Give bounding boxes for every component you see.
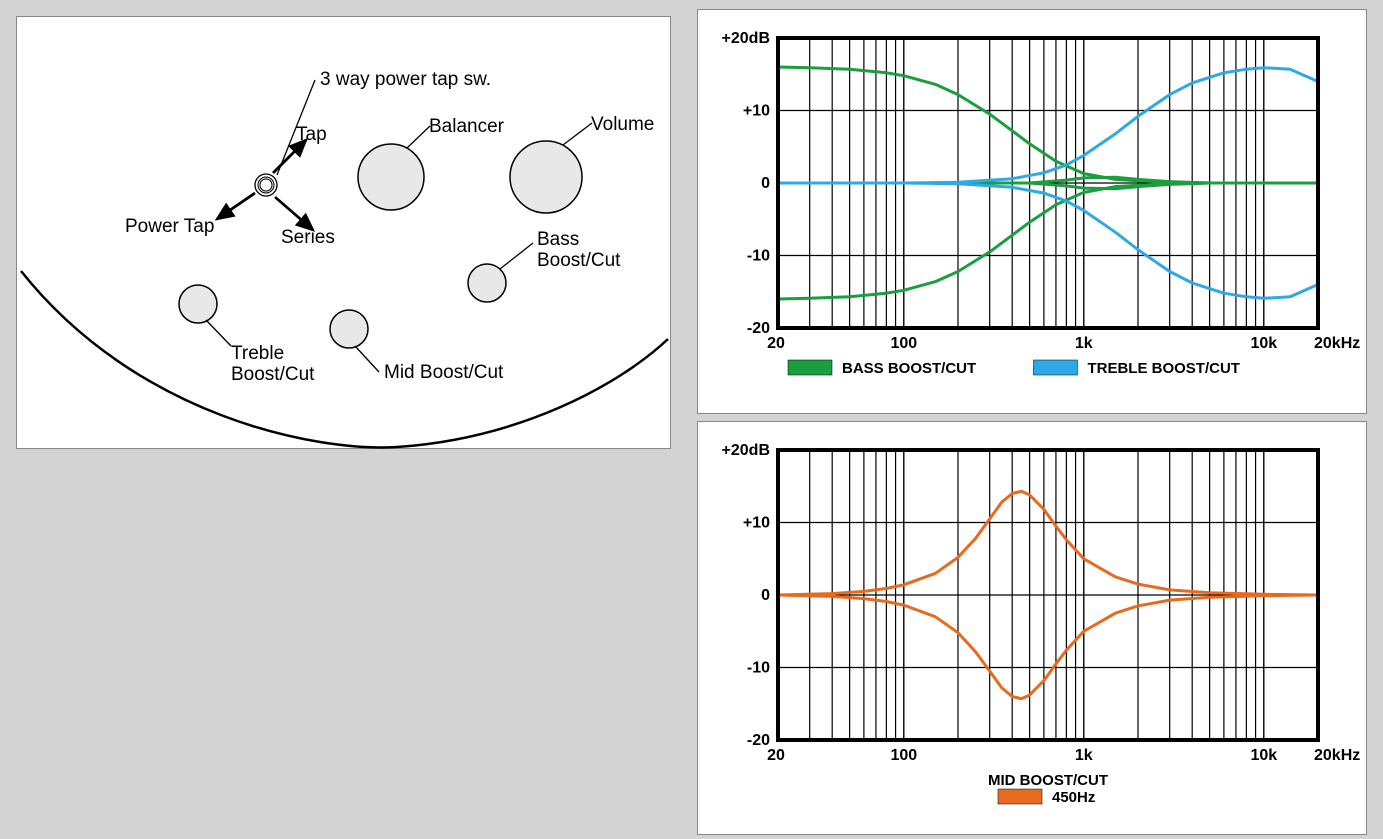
knob-volume <box>510 141 582 213</box>
x-axis-label: 20kHz <box>1314 747 1360 764</box>
knob-label-bass: Boost/Cut <box>537 250 621 271</box>
y-axis-label: -10 <box>747 248 770 265</box>
switch-arrow-label: Tap <box>296 124 327 145</box>
y-axis-label: +10 <box>743 103 770 120</box>
knob-treble <box>179 285 217 323</box>
x-axis-label: 10k <box>1250 747 1277 764</box>
y-axis-label: -10 <box>747 660 770 677</box>
knob-label-balancer: Balancer <box>429 116 505 137</box>
knob-label-bass: Bass <box>537 229 579 250</box>
y-axis-label: 0 <box>761 587 770 604</box>
bass-treble-chart-panel: +20dB+100-10-20201001k10k20kHzBASS BOOST… <box>697 9 1367 414</box>
x-axis-label: 20 <box>767 747 785 764</box>
knob-balancer <box>358 144 424 210</box>
y-axis-label: +10 <box>743 515 770 532</box>
legend-swatch <box>998 789 1042 804</box>
response-curve <box>778 68 1318 183</box>
x-axis-label: 100 <box>890 747 917 764</box>
switch-arrow <box>217 193 255 219</box>
x-axis-label: 100 <box>890 335 917 352</box>
legend-label: TREBLE BOOST/CUT <box>1087 360 1240 377</box>
knob-mid <box>330 310 368 348</box>
y-axis-label: +20dB <box>722 442 770 459</box>
control-layout-panel: 3 way power tap sw. Tap Power Tap Series Bal… <box>16 16 671 449</box>
knob-bass <box>468 264 506 302</box>
x-axis-label: 1k <box>1075 335 1093 352</box>
x-axis-label: 20 <box>767 335 785 352</box>
response-curve <box>778 183 1318 299</box>
knob-label-treble: Treble <box>231 343 284 364</box>
mid-chart-panel: +20dB+100-10-20201001k10k20kHzMID BOOST/… <box>697 421 1367 835</box>
response-curve <box>778 595 1318 699</box>
x-axis-label: 20kHz <box>1314 335 1360 352</box>
switch-arrow-label: Power Tap <box>125 216 214 237</box>
legend-title: MID BOOST/CUT <box>988 772 1108 789</box>
switch-arrow-label: Series <box>281 227 335 248</box>
x-axis-label: 1k <box>1075 747 1093 764</box>
knob-label-volume: Volume <box>591 114 654 135</box>
x-axis-label: 10k <box>1250 335 1277 352</box>
response-curve <box>778 67 1318 183</box>
legend-label: BASS BOOST/CUT <box>842 360 976 377</box>
knob-label-mid: Mid Boost/Cut <box>384 362 504 383</box>
knob-label-treble: Boost/Cut <box>231 364 315 385</box>
y-axis-label: 0 <box>761 175 770 192</box>
response-curve <box>778 491 1318 595</box>
y-axis-label: +20dB <box>722 30 770 47</box>
switch-arrow <box>275 197 313 230</box>
switch-label: 3 way power tap sw. <box>320 69 491 90</box>
response-curve <box>778 183 1318 298</box>
legend-swatch <box>1033 360 1077 375</box>
legend-label: 450Hz <box>1052 789 1095 806</box>
legend-swatch <box>788 360 832 375</box>
